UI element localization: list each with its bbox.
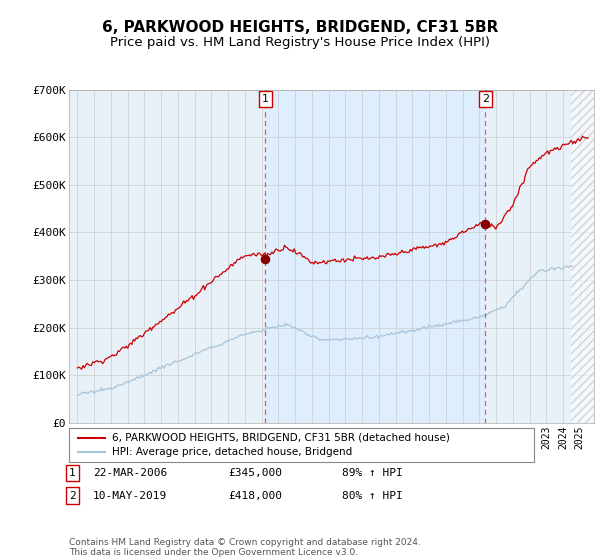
Text: 89% ↑ HPI: 89% ↑ HPI: [342, 468, 403, 478]
Text: £418,000: £418,000: [228, 491, 282, 501]
Text: 80% ↑ HPI: 80% ↑ HPI: [342, 491, 403, 501]
Text: £345,000: £345,000: [228, 468, 282, 478]
Text: 6, PARKWOOD HEIGHTS, BRIDGEND, CF31 5BR (detached house): 6, PARKWOOD HEIGHTS, BRIDGEND, CF31 5BR …: [112, 433, 450, 443]
Text: Price paid vs. HM Land Registry's House Price Index (HPI): Price paid vs. HM Land Registry's House …: [110, 36, 490, 49]
Text: 1: 1: [262, 94, 269, 104]
Text: 2: 2: [482, 94, 489, 104]
Point: [481, 220, 490, 228]
Text: 6, PARKWOOD HEIGHTS, BRIDGEND, CF31 5BR: 6, PARKWOOD HEIGHTS, BRIDGEND, CF31 5BR: [102, 20, 498, 35]
Bar: [265, 90, 485, 423]
Bar: [571, 90, 594, 423]
Text: 22-MAR-2006: 22-MAR-2006: [93, 468, 167, 478]
Point: [260, 254, 270, 263]
Text: Contains HM Land Registry data © Crown copyright and database right 2024.
This d: Contains HM Land Registry data © Crown c…: [69, 538, 421, 557]
Text: 10-MAY-2019: 10-MAY-2019: [93, 491, 167, 501]
Text: 1: 1: [69, 468, 76, 478]
Text: HPI: Average price, detached house, Bridgend: HPI: Average price, detached house, Brid…: [112, 447, 352, 458]
Text: 2: 2: [69, 491, 76, 501]
